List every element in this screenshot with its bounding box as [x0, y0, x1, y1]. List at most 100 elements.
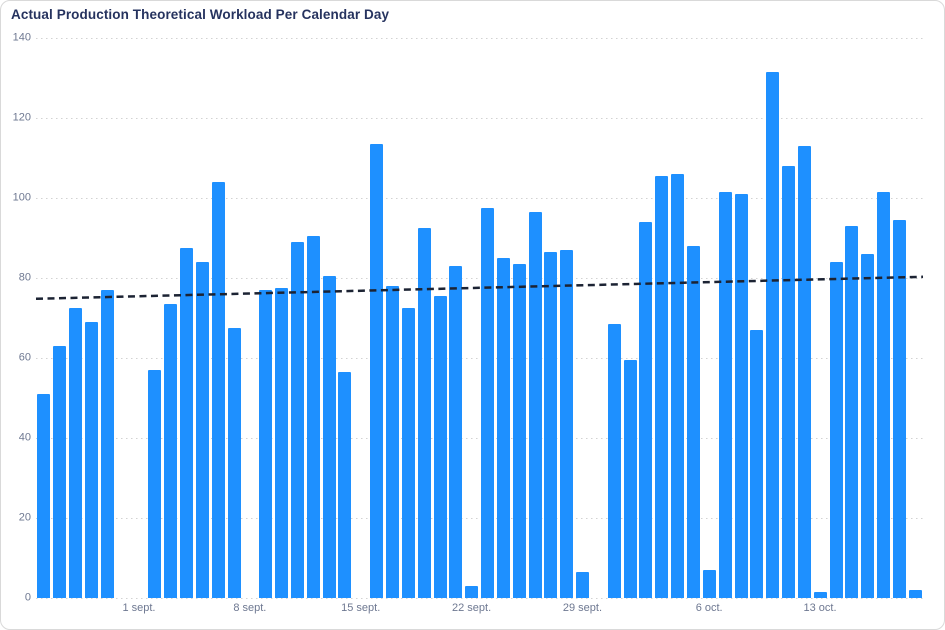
- bar-day-53[interactable]: [861, 254, 875, 598]
- x-tick-label-6oct: 6 oct.: [695, 602, 723, 614]
- y-tick-label-140: 140: [12, 31, 31, 44]
- day-slot-9: [163, 38, 179, 598]
- day-slot-27: [448, 38, 464, 598]
- y-tick-label-0: 0: [24, 591, 31, 604]
- day-slot-36: [591, 38, 607, 598]
- bar-day-31[interactable]: [512, 264, 526, 598]
- day-slot-40: [654, 38, 670, 598]
- day-slot-2: [52, 38, 68, 598]
- bar-day-2[interactable]: [53, 346, 67, 598]
- bar-day-1[interactable]: [37, 394, 51, 598]
- bar-day-51[interactable]: [829, 262, 843, 598]
- bar-day-34[interactable]: [560, 250, 574, 598]
- bar-day-54[interactable]: [877, 192, 891, 598]
- day-slot-15: [258, 38, 274, 598]
- bar-day-5[interactable]: [100, 290, 114, 598]
- day-slot-12: [210, 38, 226, 598]
- x-tick-label-22sept: 22 sept.: [452, 602, 492, 614]
- bar-day-47[interactable]: [766, 72, 780, 598]
- day-slot-10: [179, 38, 195, 598]
- day-slot-38: [622, 38, 638, 598]
- bar-day-42[interactable]: [687, 246, 701, 598]
- bar-day-26[interactable]: [433, 296, 447, 598]
- day-slot-53: [860, 38, 876, 598]
- bar-day-16[interactable]: [275, 288, 289, 598]
- bar-day-44[interactable]: [718, 192, 732, 598]
- day-slot-47: [765, 38, 781, 598]
- bar-day-39[interactable]: [639, 222, 653, 598]
- day-slot-14: [242, 38, 258, 598]
- day-slot-56: [907, 38, 923, 598]
- bar-series: [36, 38, 923, 598]
- day-slot-20: [337, 38, 353, 598]
- bar-day-35[interactable]: [576, 572, 590, 598]
- bar-day-8[interactable]: [148, 370, 162, 598]
- day-slot-18: [305, 38, 321, 598]
- day-slot-49: [797, 38, 813, 598]
- bar-day-18[interactable]: [306, 236, 320, 598]
- day-slot-16: [274, 38, 290, 598]
- day-slot-26: [432, 38, 448, 598]
- day-slot-24: [400, 38, 416, 598]
- bar-day-22[interactable]: [370, 144, 384, 598]
- bar-day-48[interactable]: [782, 166, 796, 598]
- bar-day-27[interactable]: [449, 266, 463, 598]
- day-slot-32: [527, 38, 543, 598]
- bar-day-13[interactable]: [227, 328, 241, 598]
- bar-day-49[interactable]: [797, 146, 811, 598]
- bar-day-32[interactable]: [528, 212, 542, 598]
- day-slot-6: [115, 38, 131, 598]
- day-slot-23: [385, 38, 401, 598]
- gridline-60: [36, 358, 923, 359]
- bar-day-46[interactable]: [750, 330, 764, 598]
- bar-day-17[interactable]: [290, 242, 304, 598]
- bar-day-43[interactable]: [702, 570, 716, 598]
- x-tick-label-8sept: 8 sept.: [233, 602, 267, 614]
- bar-day-55[interactable]: [892, 220, 906, 598]
- bar-day-20[interactable]: [338, 372, 352, 598]
- day-slot-51: [828, 38, 844, 598]
- bar-day-40[interactable]: [655, 176, 669, 598]
- bar-day-28[interactable]: [465, 586, 479, 598]
- day-slot-39: [638, 38, 654, 598]
- bar-day-52[interactable]: [845, 226, 859, 598]
- day-slot-4: [84, 38, 100, 598]
- bar-day-50[interactable]: [813, 592, 827, 598]
- day-slot-1: [36, 38, 52, 598]
- bar-day-56[interactable]: [908, 590, 922, 598]
- bar-day-25[interactable]: [417, 228, 431, 598]
- bar-day-4[interactable]: [84, 322, 98, 598]
- bar-day-23[interactable]: [385, 286, 399, 598]
- gridline-40: [36, 438, 923, 439]
- bar-day-41[interactable]: [671, 174, 685, 598]
- bar-day-38[interactable]: [623, 360, 637, 598]
- y-tick-label-120: 120: [12, 111, 31, 124]
- bar-day-19[interactable]: [322, 276, 336, 598]
- x-tick-label-13oct: 13 oct.: [803, 602, 837, 614]
- bar-day-33[interactable]: [544, 252, 558, 598]
- day-slot-3: [68, 38, 84, 598]
- bar-day-24[interactable]: [401, 308, 415, 598]
- bar-day-3[interactable]: [69, 308, 83, 598]
- bar-day-11[interactable]: [195, 262, 209, 598]
- bar-day-10[interactable]: [180, 248, 194, 598]
- bar-day-45[interactable]: [734, 194, 748, 598]
- x-tick-label-1sept: 1 sept.: [122, 602, 156, 614]
- gridline-120: [36, 118, 923, 119]
- bar-day-15[interactable]: [259, 290, 273, 598]
- day-slot-42: [686, 38, 702, 598]
- bar-day-29[interactable]: [481, 208, 495, 598]
- plot-area: [35, 38, 924, 599]
- bar-day-9[interactable]: [164, 304, 178, 598]
- day-slot-21: [353, 38, 369, 598]
- gridline-100: [36, 198, 923, 199]
- bar-day-12[interactable]: [211, 182, 225, 598]
- day-slot-44: [717, 38, 733, 598]
- day-slot-33: [543, 38, 559, 598]
- bar-day-30[interactable]: [496, 258, 510, 598]
- bar-day-37[interactable]: [607, 324, 621, 598]
- gridline-140: [36, 38, 923, 39]
- day-slot-28: [464, 38, 480, 598]
- y-tick-label-80: 80: [18, 271, 31, 284]
